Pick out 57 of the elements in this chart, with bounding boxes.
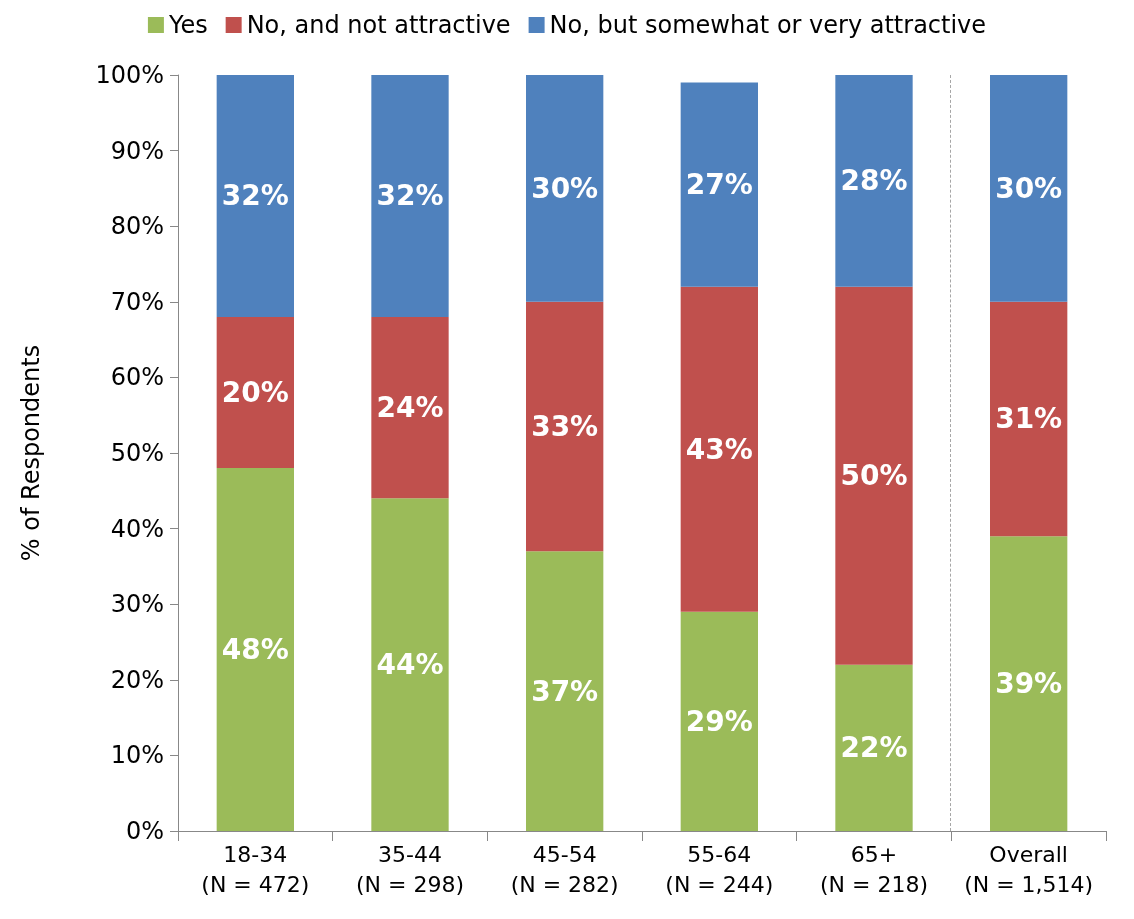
x-tick-label: 65+ (N = 218) <box>819 841 929 897</box>
y-tick-label: 60% <box>110 363 164 392</box>
x-tick-label: 35-44 (N = 298) <box>355 841 465 897</box>
bar <box>371 75 449 317</box>
bar <box>371 316 449 499</box>
data-label: 43% <box>685 432 753 466</box>
x-tick-label: 45-54 (N = 282) <box>510 841 619 897</box>
bar <box>835 75 913 287</box>
y-tick-label: 20% <box>110 665 164 694</box>
y-tick-label: 50% <box>110 439 164 467</box>
bar <box>835 664 913 831</box>
y-tick-label: 10% <box>110 741 164 770</box>
data-label: 29% <box>685 704 753 738</box>
legend-label: No, but somewhat or very attractive <box>549 11 987 39</box>
x-tick-label: 18-34 (N = 472) <box>201 841 310 897</box>
data-label: 44% <box>376 648 444 682</box>
data-label: 48% <box>221 633 289 667</box>
legend-label: Yes <box>167 11 208 39</box>
y-tick-label: 100% <box>95 61 164 89</box>
x-tick-label: 55-64 (N = 244) <box>665 841 774 897</box>
data-label: 37% <box>531 674 599 708</box>
data-label: 39% <box>995 667 1063 701</box>
data-label: 27% <box>685 168 753 202</box>
bar <box>216 75 294 317</box>
data-label: 28% <box>840 164 908 198</box>
y-tick-label: 90% <box>110 136 164 165</box>
y-tick-label: 30% <box>110 590 164 619</box>
data-label: 32% <box>376 179 444 213</box>
data-label: 24% <box>376 391 444 425</box>
y-tick-label: 40% <box>110 514 164 543</box>
data-label: 31% <box>995 402 1063 436</box>
bar <box>680 82 758 287</box>
bar <box>371 498 449 831</box>
y-tick-label: 70% <box>110 287 164 316</box>
bar <box>990 301 1068 537</box>
y-tick-label: 0% <box>125 817 164 845</box>
bar <box>990 75 1068 302</box>
bar <box>680 611 758 831</box>
bar <box>526 551 604 831</box>
y-axis-title: % of Respondents <box>17 344 45 562</box>
y-tick-label: 80% <box>110 212 164 241</box>
bar <box>216 468 294 831</box>
data-label: 22% <box>840 731 908 765</box>
data-label: 33% <box>531 410 599 444</box>
x-tick-label: Overall (N = 1,514) <box>964 841 1094 897</box>
bar <box>990 536 1068 831</box>
bar <box>216 316 294 469</box>
bar <box>526 75 604 302</box>
data-label: 50% <box>840 459 908 493</box>
legend-label: No, and not attractive <box>246 11 511 39</box>
data-label: 32% <box>221 179 289 213</box>
data-label: 30% <box>531 171 599 205</box>
bar <box>680 286 758 612</box>
data-label: 20% <box>221 376 289 410</box>
bar <box>835 286 913 665</box>
bar <box>526 301 604 552</box>
data-label: 30% <box>995 171 1063 205</box>
